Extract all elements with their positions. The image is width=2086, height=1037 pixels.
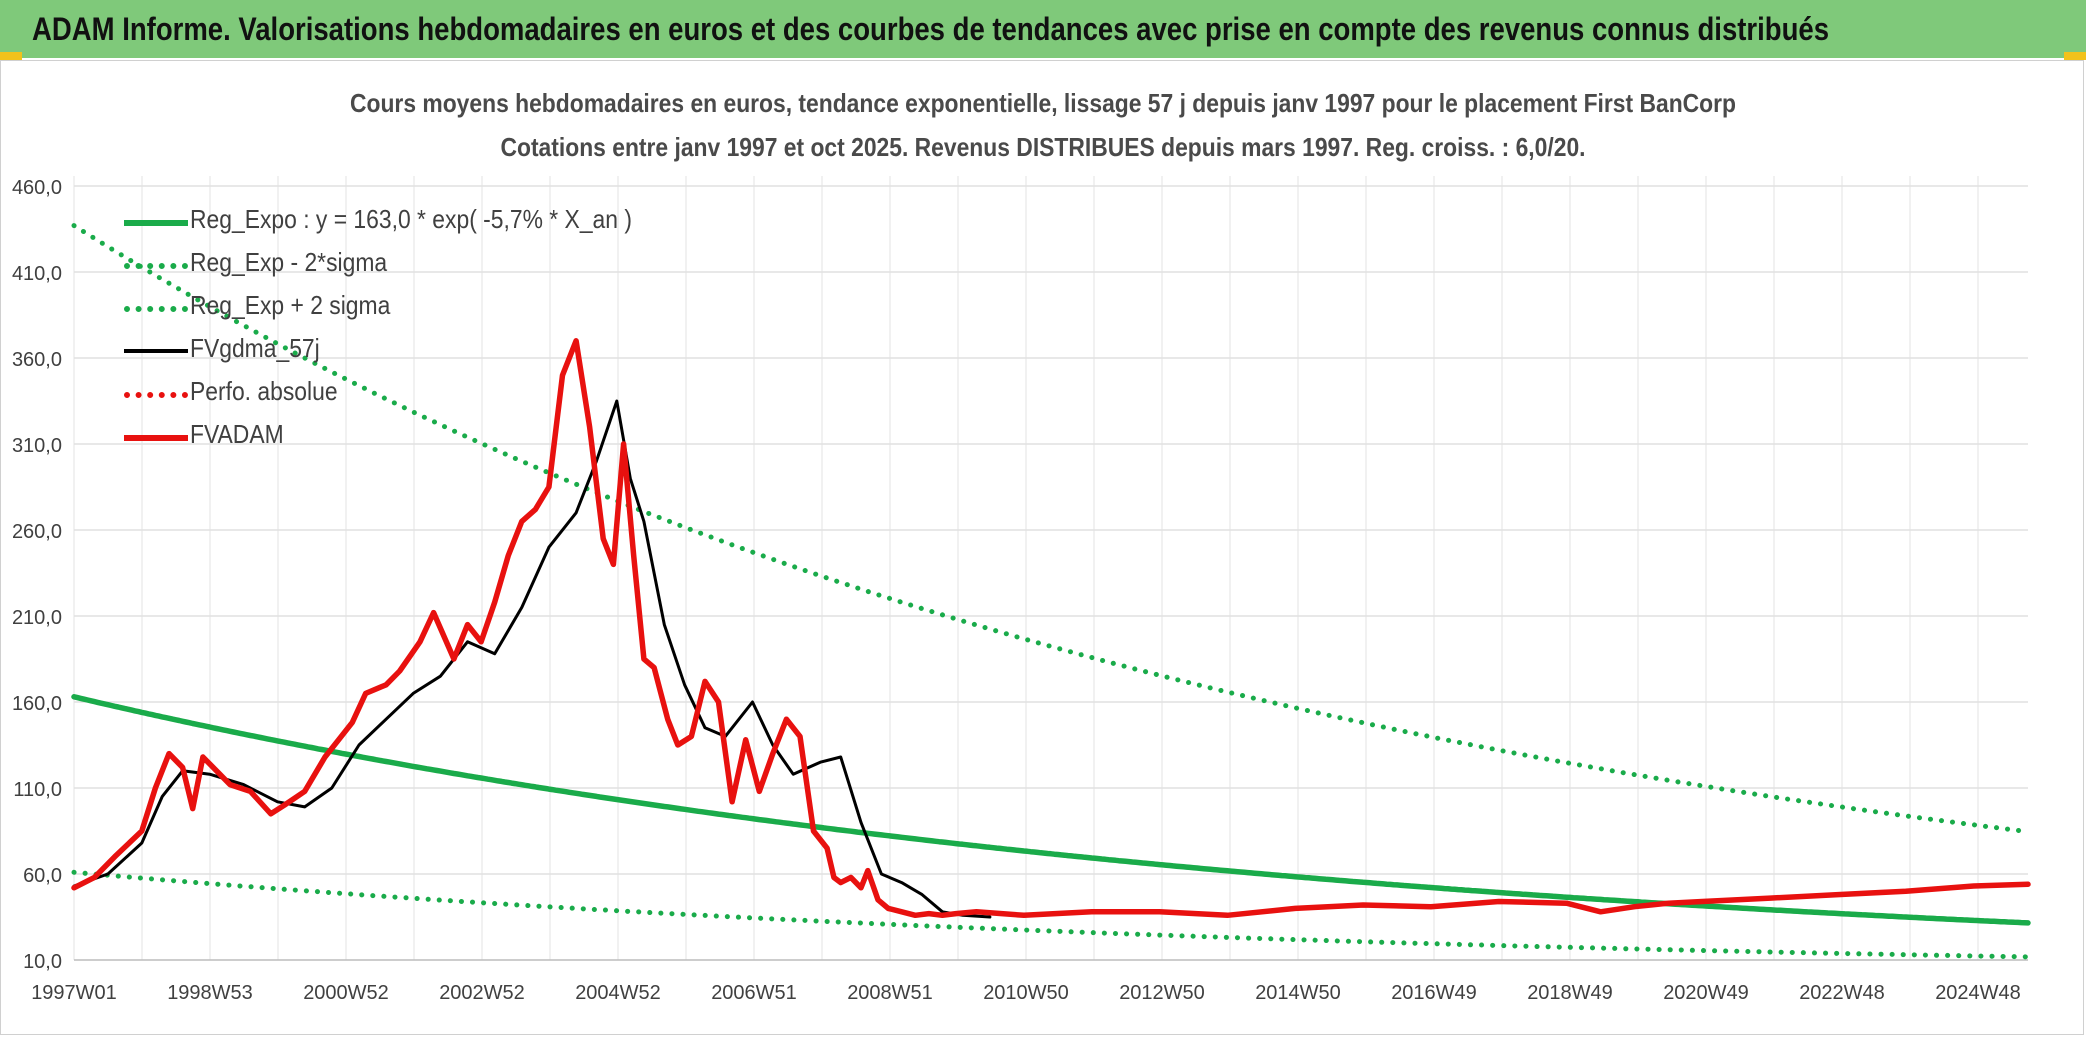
- legend-item: Reg_Exp + 2 sigma: [124, 286, 724, 329]
- x-tick-label: 1997W01: [31, 982, 117, 1004]
- x-tick-label: 2012W50: [1119, 982, 1205, 1004]
- x-tick-label: 2006W51: [711, 982, 797, 1004]
- series-line-2: [71, 223, 2031, 835]
- series-line-3: [72, 399, 992, 919]
- x-tick-label: 2000W52: [303, 982, 389, 1004]
- y-tick-label: 210,0: [12, 607, 62, 629]
- legend-item: Reg_Expo : y = 163,0 * exp( -5,7% * X_an…: [124, 200, 724, 243]
- x-tick-label: 2018W49: [1527, 982, 1613, 1004]
- legend-label: Reg_Expo : y = 163,0 * exp( -5,7% * X_an…: [190, 204, 632, 234]
- header-bar: ADAM Informe. Valorisations hebdomadaire…: [0, 0, 2086, 58]
- page-title: ADAM Informe. Valorisations hebdomadaire…: [32, 11, 1829, 47]
- legend-swatch: [124, 220, 188, 226]
- series-line-1: [71, 869, 2031, 960]
- y-tick-label: 360,0: [12, 349, 62, 371]
- y-tick-label: 60,0: [23, 865, 62, 887]
- legend-swatch: [124, 306, 188, 312]
- legend-item: Reg_Exp - 2*sigma: [124, 243, 724, 286]
- x-tick-label: 2008W51: [847, 982, 933, 1004]
- legend-label: Reg_Exp + 2 sigma: [190, 290, 391, 320]
- legend-label: FVgdma_57j: [190, 333, 320, 363]
- chart-legend: Reg_Expo : y = 163,0 * exp( -5,7% * X_an…: [124, 200, 724, 458]
- x-tick-label: 2022W48: [1799, 982, 1885, 1004]
- y-tick-label: 310,0: [12, 435, 62, 457]
- chart-subtitle: Cotations entre janv 1997 et oct 2025. R…: [500, 134, 1585, 163]
- y-tick-label: 160,0: [12, 693, 62, 715]
- x-tick-label: 2024W48: [1935, 982, 2021, 1004]
- legend-swatch: [124, 435, 188, 441]
- legend-label: FVADAM: [190, 419, 284, 449]
- y-tick-label: 460,0: [12, 177, 62, 199]
- legend-label: Reg_Exp - 2*sigma: [190, 247, 388, 277]
- legend-item: Perfo. absolue: [124, 372, 724, 415]
- x-tick-label: 2004W52: [575, 982, 661, 1004]
- y-tick-label: 10,0: [23, 951, 62, 973]
- corner-marker-left: [0, 52, 22, 60]
- legend-swatch: [124, 392, 188, 398]
- x-tick-label: 2014W50: [1255, 982, 1341, 1004]
- chart-title: Cours moyens hebdomadaires en euros, ten…: [350, 90, 1736, 119]
- chart-frame: [0, 60, 2084, 1035]
- legend-label: Perfo. absolue: [190, 376, 338, 406]
- x-tick-label: 2016W49: [1391, 982, 1477, 1004]
- legend-swatch: [124, 263, 188, 269]
- legend-item: FVADAM: [124, 415, 724, 458]
- x-tick-label: 2020W49: [1663, 982, 1749, 1004]
- x-tick-label: 2010W50: [983, 982, 1069, 1004]
- y-tick-label: 260,0: [12, 521, 62, 543]
- series-line-5: [71, 338, 2031, 919]
- corner-marker-right: [2064, 52, 2086, 60]
- y-tick-label: 410,0: [12, 263, 62, 285]
- x-tick-label: 1998W53: [167, 982, 253, 1004]
- x-tick-label: 2002W52: [439, 982, 525, 1004]
- legend-swatch: [124, 349, 188, 353]
- series-line-0: [71, 694, 2031, 926]
- y-tick-label: 110,0: [13, 779, 62, 801]
- legend-item: FVgdma_57j: [124, 329, 724, 372]
